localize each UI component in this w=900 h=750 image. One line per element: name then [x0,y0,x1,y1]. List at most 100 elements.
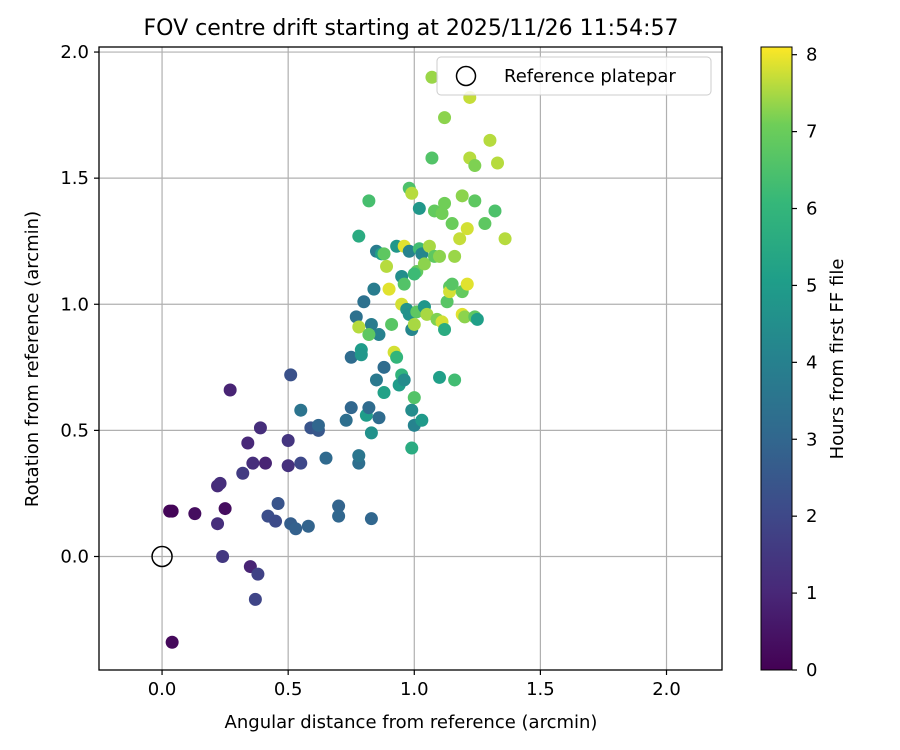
data-point-14 [248,592,262,606]
data-point-97 [425,151,439,165]
data-point-102 [433,370,447,384]
data-point-20 [271,497,285,511]
data-point-52 [372,328,386,342]
data-point-35 [339,413,353,427]
data-point-60 [377,386,391,400]
legend-label-reference: Reference platepar [504,66,676,87]
data-point-71 [397,277,411,291]
data-point-119 [458,310,472,324]
data-point-107 [438,196,452,210]
reference-marker-layer [151,545,173,568]
data-point-9 [223,383,237,397]
data-point-90 [415,413,429,427]
data-point-10 [236,466,250,480]
data-point-95 [422,239,436,253]
data-point-5 [211,517,225,531]
data-point-101 [433,249,447,263]
data-point-13 [246,456,260,470]
x-tick-label-1: 0.5 [274,679,303,700]
data-point-61 [377,360,391,374]
data-point-130 [488,204,502,218]
data-point-27 [294,456,308,470]
data-point-84 [407,317,421,331]
data-point-113 [448,249,462,263]
data-point-32 [319,451,333,465]
legend: Reference platepar [436,56,712,96]
data-point-42 [354,348,368,362]
colorbar-gradient [760,46,793,671]
data-point-34 [332,509,346,523]
data-point-25 [289,522,303,536]
data-point-3 [188,507,202,521]
data-point-38 [349,310,363,324]
colorbar-tick-label-2: 2 [806,506,817,527]
data-point-24 [284,368,298,382]
data-point-1 [163,504,177,518]
data-point-56 [362,328,376,342]
legend-box [436,56,712,96]
colorbar-tick-label-7: 7 [806,122,817,143]
data-point-53 [352,229,366,243]
data-point-21 [281,433,295,447]
data-point-36 [344,401,358,415]
data-point-82 [407,391,421,405]
data-point-17 [258,456,272,470]
legend-marker-reference [455,65,477,87]
data-point-120 [460,222,474,236]
colorbar-tick-label-3: 3 [806,429,817,450]
data-point-76 [402,244,416,258]
data-point-116 [455,189,469,203]
data-point-72 [397,373,411,387]
y-tick-label-1: 0.5 [60,420,89,441]
data-point-28 [301,519,315,533]
reference-platepar-marker [151,545,173,568]
data-point-46 [364,317,378,331]
x-axis-label: Angular distance from reference (arcmin) [225,712,598,733]
data-point-127 [470,312,484,326]
data-point-87 [412,201,426,215]
data-point-55 [362,194,376,208]
plot-frame [98,46,723,671]
data-point-59 [377,247,391,261]
data-point-104 [435,206,449,220]
data-point-19 [269,514,283,528]
x-tick-label-2: 1.0 [400,679,429,700]
data-point-132 [498,232,512,246]
data-point-63 [385,317,399,331]
colorbar-tick-label-4: 4 [806,352,817,373]
colorbar-tick-label-8: 8 [806,45,817,66]
data-point-11 [241,436,255,450]
data-point-94 [420,307,434,321]
colorbar-tick-label-5: 5 [806,275,817,296]
data-point-45 [362,401,376,415]
data-point-133 [382,282,396,296]
data-point-108 [440,295,454,309]
colorbar-tick-label-6: 6 [806,199,817,220]
data-point-51 [372,411,386,425]
data-point-8 [216,549,230,563]
data-point-65 [390,350,404,364]
y-tick-label-4: 2.0 [60,42,89,63]
data-point-124 [468,159,482,173]
colorbar-tick-label-0: 0 [806,660,817,681]
data-point-121 [460,277,474,291]
colorbar-tick-label-1: 1 [806,583,817,604]
data-point-128 [478,217,492,231]
data-point-33 [332,499,346,513]
data-points [163,70,512,649]
y-axis-label: Rotation from reference (arcmin) [22,211,43,507]
data-point-31 [311,418,325,432]
data-point-105 [438,111,452,125]
data-point-16 [253,421,267,435]
data-point-129 [483,133,497,147]
data-point-115 [453,232,467,246]
data-point-2 [165,635,179,649]
data-point-91 [417,257,431,271]
data-point-47 [364,426,378,440]
data-point-4 [218,502,232,516]
y-tick-label-3: 1.5 [60,168,89,189]
chart-title: FOV centre drift starting at 2025/11/26 … [144,16,679,41]
x-tick-label-0: 0.0 [148,679,177,700]
data-point-78 [405,186,419,200]
